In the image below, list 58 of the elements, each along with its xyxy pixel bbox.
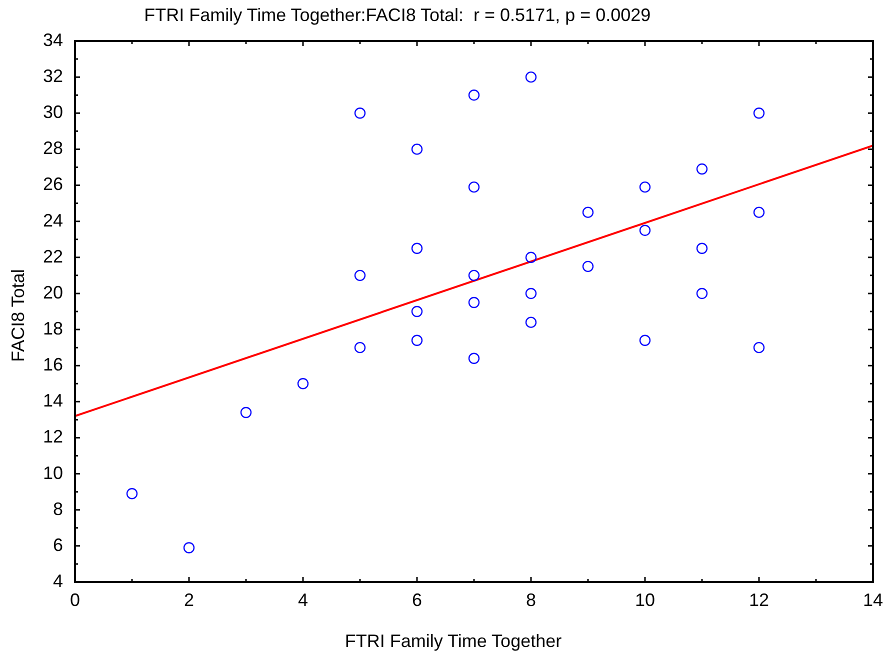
y-tick-label: 20 [42,282,63,302]
point [468,270,480,282]
point [354,342,366,354]
point [354,108,366,119]
point [639,181,651,193]
y-tick-label: 34 [42,30,63,50]
y-tick-label: 6 [52,534,63,555]
x-tick-label: 14 [862,590,884,610]
point [354,270,366,282]
y-tick-label: 16 [42,354,63,375]
point [525,71,537,83]
point [126,488,138,500]
point [753,342,765,354]
y-tick-label: 12 [42,426,63,447]
point [525,288,537,300]
point [696,163,708,175]
x-tick-label: 8 [526,590,536,610]
y-tick-label: 24 [42,210,63,230]
y-tick-label: 14 [42,390,63,411]
point [639,224,651,236]
point [639,334,651,346]
point [525,252,537,263]
point [411,334,423,346]
point [297,378,309,390]
point [411,306,423,318]
point [411,242,423,254]
point [240,406,252,418]
y-tick-label: 8 [52,498,63,519]
x-tick-label: 0 [70,590,80,610]
point [411,144,423,155]
y-tick-label: 18 [42,318,63,338]
x-tick-label: 2 [184,590,194,610]
point [525,316,537,328]
point [582,260,594,272]
point [696,288,708,300]
y-tick-label: 32 [42,66,63,86]
x-tick-label: 10 [634,590,656,610]
x-axis-title: FTRI Family Time Together [344,630,562,651]
chart-title: FTRI Family Time Together:FACI8 Total: r = 0.5171, p = 0.0029 [144,4,651,25]
point [468,90,480,101]
x-tick-label: 6 [412,590,422,610]
y-axis-title: FACI8 Total [8,269,28,362]
point [468,296,480,308]
y-tick-label: 26 [42,174,63,194]
x-tick-label: 12 [748,590,770,610]
point [753,206,765,218]
point [582,206,594,218]
point [183,542,195,554]
y-tick-label: 10 [42,462,63,483]
y-tick-label: 30 [42,102,63,122]
point [468,352,480,364]
x-tick-label: 4 [298,590,308,610]
point [753,108,765,119]
y-tick-label: 22 [42,246,63,266]
y-tick-label: 4 [52,570,63,591]
point [696,242,708,254]
y-tick-label: 28 [42,138,63,158]
point [468,181,480,193]
